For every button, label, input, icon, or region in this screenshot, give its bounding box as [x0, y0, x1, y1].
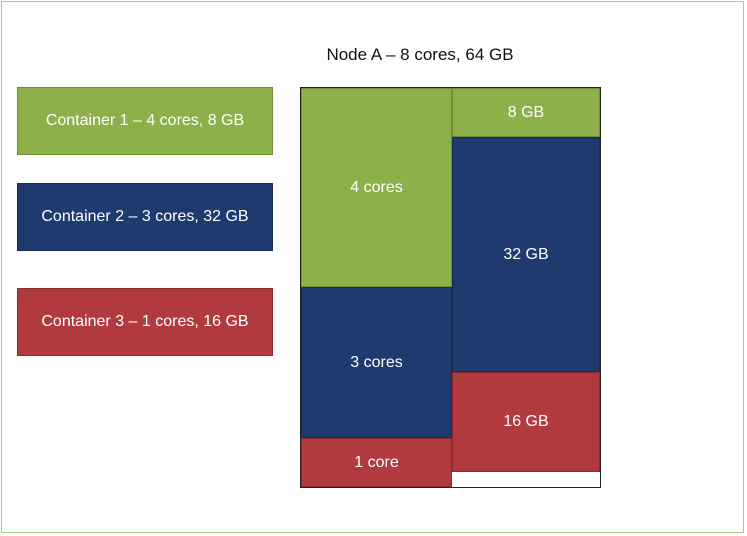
container-3-box: Container 3 – 1 cores, 16 GB [17, 288, 273, 356]
container-3-cores-block: 1 core [301, 438, 452, 487]
container-2-box: Container 2 – 3 cores, 32 GB [17, 183, 273, 251]
container-1-memory-block: 8 GB [452, 88, 600, 137]
container-1-cores-block: 4 cores [301, 88, 452, 287]
container-3-memory-block: 16 GB [452, 372, 600, 472]
container-2-cores-block: 3 cores [301, 287, 452, 438]
container-2-memory-block: 32 GB [452, 137, 600, 372]
container-1-box: Container 1 – 4 cores, 8 GB [17, 87, 273, 155]
node-title: Node A – 8 cores, 64 GB [326, 45, 514, 64]
node-a-allocation: 4 cores 3 cores 1 core 8 GB 32 GB 16 GB [300, 87, 601, 488]
